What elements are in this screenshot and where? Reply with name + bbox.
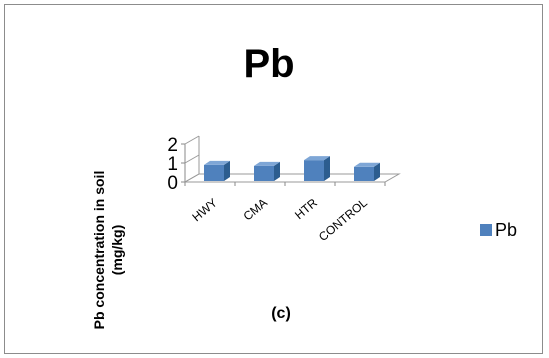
panel-annotation: (c) [271,305,291,322]
legend: Pb [480,220,517,240]
chart-title: Pb [243,42,294,86]
y-axis-label-line-2: (mg/kg) [109,225,125,276]
bar-front [354,166,374,181]
y-depth-line [184,173,200,183]
bar-front [204,164,224,181]
bar-front [254,165,274,181]
y-tick-label: 2 [167,135,178,156]
y-depth-line [184,135,200,145]
x-tick-label: CONTROL [316,195,370,244]
x-tick-label: HWY [189,196,219,225]
bar-top [354,162,380,167]
x-tick-label: CMA [240,196,269,224]
legend-label: Pb [495,220,517,240]
y-tick-label: 1 [167,154,178,175]
y-depth-line [184,154,200,164]
bar-top [204,160,230,165]
bar-front [304,160,324,181]
y-tick-label: 0 [167,173,178,194]
bar-side [324,156,330,181]
y-axis-label: Pb concentration in soil (mg/kg) [91,171,125,330]
bar-side [274,161,280,181]
legend-swatch [480,224,492,236]
bar-top [304,156,330,161]
bar-top [254,161,280,166]
x-tick-label: HTR [292,195,320,222]
chart-svg: Pb Pb concentration in soil (mg/kg) 012 H… [91,42,517,330]
y-axis-label-line-1: Pb concentration in soil [91,171,107,330]
bar-side [224,160,230,181]
bar-side [374,162,380,181]
